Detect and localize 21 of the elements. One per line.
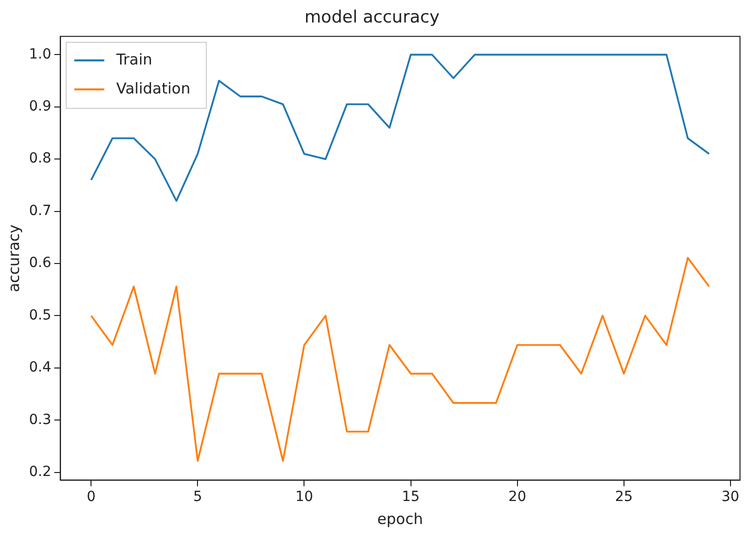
y-tick-label: 0.8 — [29, 150, 52, 167]
x-tick-label: 5 — [193, 489, 202, 506]
x-tick-label: 25 — [614, 489, 633, 506]
x-tick-label: 20 — [508, 489, 526, 506]
chart-title: model accuracy — [304, 8, 440, 28]
x-tick-label: 15 — [402, 489, 420, 506]
x-tick-label: 0 — [86, 489, 96, 506]
y-tick-label: 1.0 — [29, 46, 52, 62]
y-tick-label: 0.9 — [29, 98, 52, 115]
x-tick-label: 10 — [295, 489, 314, 506]
y-tick-label: 0.4 — [29, 360, 52, 376]
y-axis-title: accuracy — [4, 224, 23, 292]
legend-label: Validation — [116, 79, 190, 98]
y-tick-label: 0.5 — [29, 307, 52, 324]
x-axis-title: epoch — [377, 510, 423, 528]
y-tick-label: 0.2 — [29, 464, 52, 480]
legend-label: Train — [115, 50, 152, 68]
y-tick-label: 0.6 — [29, 255, 52, 272]
y-tick-label: 0.7 — [29, 202, 52, 219]
x-tick-label: 30 — [721, 489, 740, 506]
y-tick-label: 0.3 — [29, 412, 52, 428]
